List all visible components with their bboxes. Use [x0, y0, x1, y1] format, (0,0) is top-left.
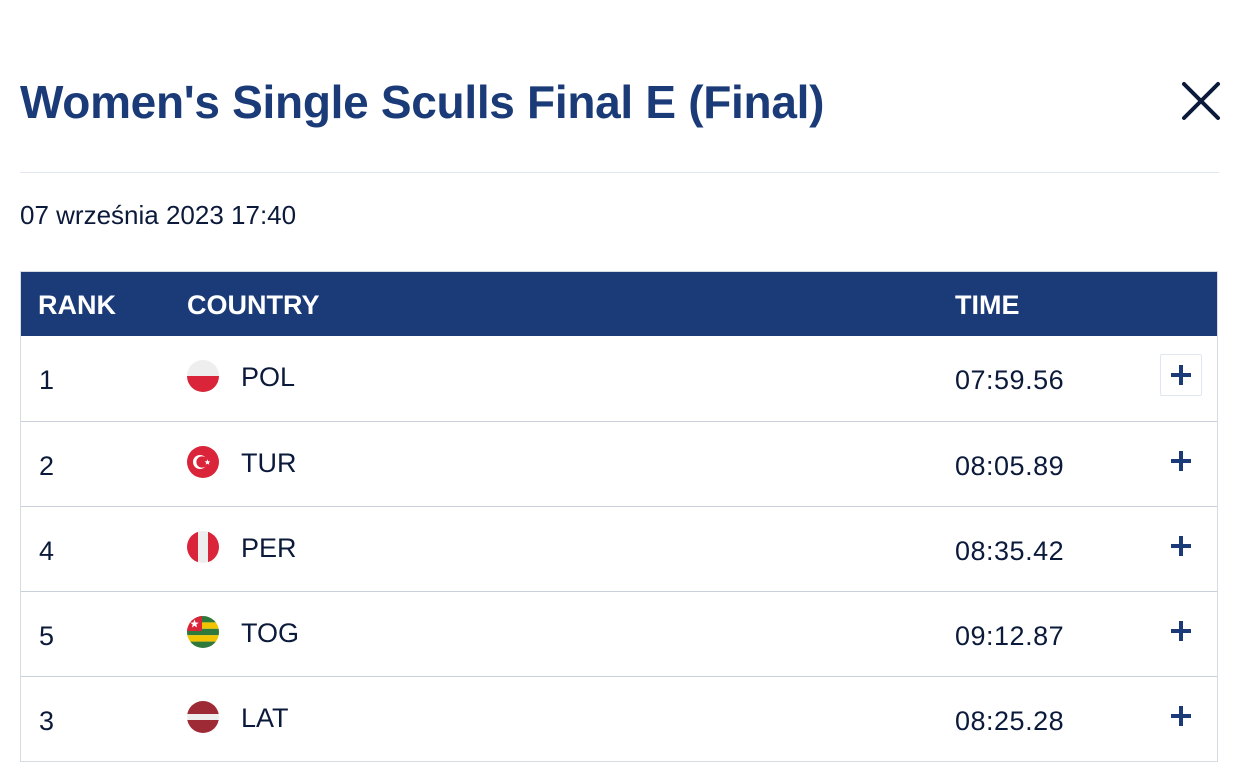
close-icon: [1182, 82, 1220, 120]
results-table: RANK COUNTRY TIME 1 POL 07:59.56: [20, 271, 1218, 762]
header-time: TIME: [955, 290, 1020, 320]
row-country: TUR: [241, 448, 297, 478]
row-time: 07:59.56: [955, 365, 1065, 395]
turkey-flag-icon: [187, 446, 219, 478]
row-country: PER: [241, 533, 297, 563]
row-rank: 5: [39, 621, 55, 651]
plus-icon: [1171, 706, 1191, 726]
race-datetime: 07 września 2023 17:40: [20, 200, 297, 230]
row-rank: 1: [39, 365, 55, 395]
table-row: 4 PER 08:35.42: [21, 506, 1217, 591]
table-header: RANK COUNTRY TIME: [21, 272, 1217, 336]
plus-icon: [1171, 621, 1191, 641]
row-country: LAT: [241, 703, 289, 733]
latvia-flag-icon: [187, 701, 219, 733]
row-country: TOG: [241, 618, 300, 648]
row-rank: 2: [39, 451, 55, 481]
row-time: 08:25.28: [955, 706, 1065, 736]
row-time: 08:35.42: [955, 536, 1065, 566]
expand-row-button[interactable]: [1160, 440, 1202, 482]
expand-row-button[interactable]: [1160, 354, 1202, 396]
plus-icon: [1171, 365, 1191, 385]
expand-row-button[interactable]: [1160, 525, 1202, 567]
expand-row-button[interactable]: [1160, 695, 1202, 737]
title-divider: [20, 172, 1219, 173]
row-rank: 4: [39, 536, 55, 566]
header-rank: RANK: [38, 290, 116, 320]
row-time: 09:12.87: [955, 621, 1065, 651]
row-country: POL: [241, 362, 296, 392]
plus-icon: [1171, 451, 1191, 471]
table-row: 2 TUR 08:05.89: [21, 421, 1217, 506]
table-row: 1 POL 07:59.56: [21, 336, 1217, 421]
plus-icon: [1171, 536, 1191, 556]
table-row: 3 LAT 08:25.28: [21, 676, 1217, 761]
expand-row-button[interactable]: [1160, 610, 1202, 652]
row-rank: 3: [39, 706, 55, 736]
modal-title: Women's Single Sculls Final E (Final): [20, 76, 825, 128]
close-button[interactable]: [1176, 76, 1226, 126]
peru-flag-icon: [187, 531, 219, 563]
header-country: COUNTRY: [187, 290, 320, 320]
togo-flag-icon: [187, 616, 219, 648]
poland-flag-icon: [187, 360, 219, 392]
table-row: 5 TOG 09:12.87: [21, 591, 1217, 676]
row-time: 08:05.89: [955, 451, 1065, 481]
